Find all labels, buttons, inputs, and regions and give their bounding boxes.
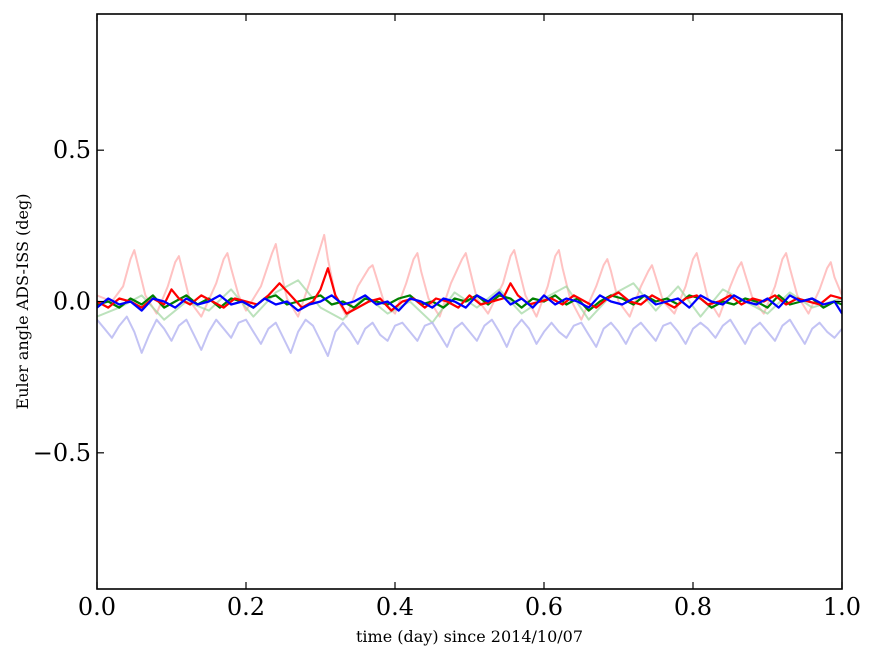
series-line-4 [97,267,842,315]
y-tick-label: 0.0 [53,288,91,316]
series-line-0 [97,233,842,321]
x-tick-label: 0.6 [525,593,563,621]
y-tick-label: 0.5 [53,136,91,164]
series-layer [97,233,842,357]
x-axis-label: time (day) since 2014/10/07 [356,627,583,646]
y-tick-label: −0.5 [33,439,91,467]
tick-layer: 0.0 0.2 0.4 0.6 0.8 1.0 0.5 0.0 −0.5 [33,14,861,621]
x-tick-label: 0.8 [674,593,712,621]
x-tick-label: 1.0 [823,593,861,621]
series-line-2 [97,315,842,357]
series-line-5 [97,291,842,315]
x-tick-label: 0.2 [227,593,265,621]
x-tick-label: 0.0 [78,593,116,621]
y-axis-label: Euler angle ADS-ISS (deg) [13,194,32,410]
x-tick-label: 0.4 [376,593,414,621]
